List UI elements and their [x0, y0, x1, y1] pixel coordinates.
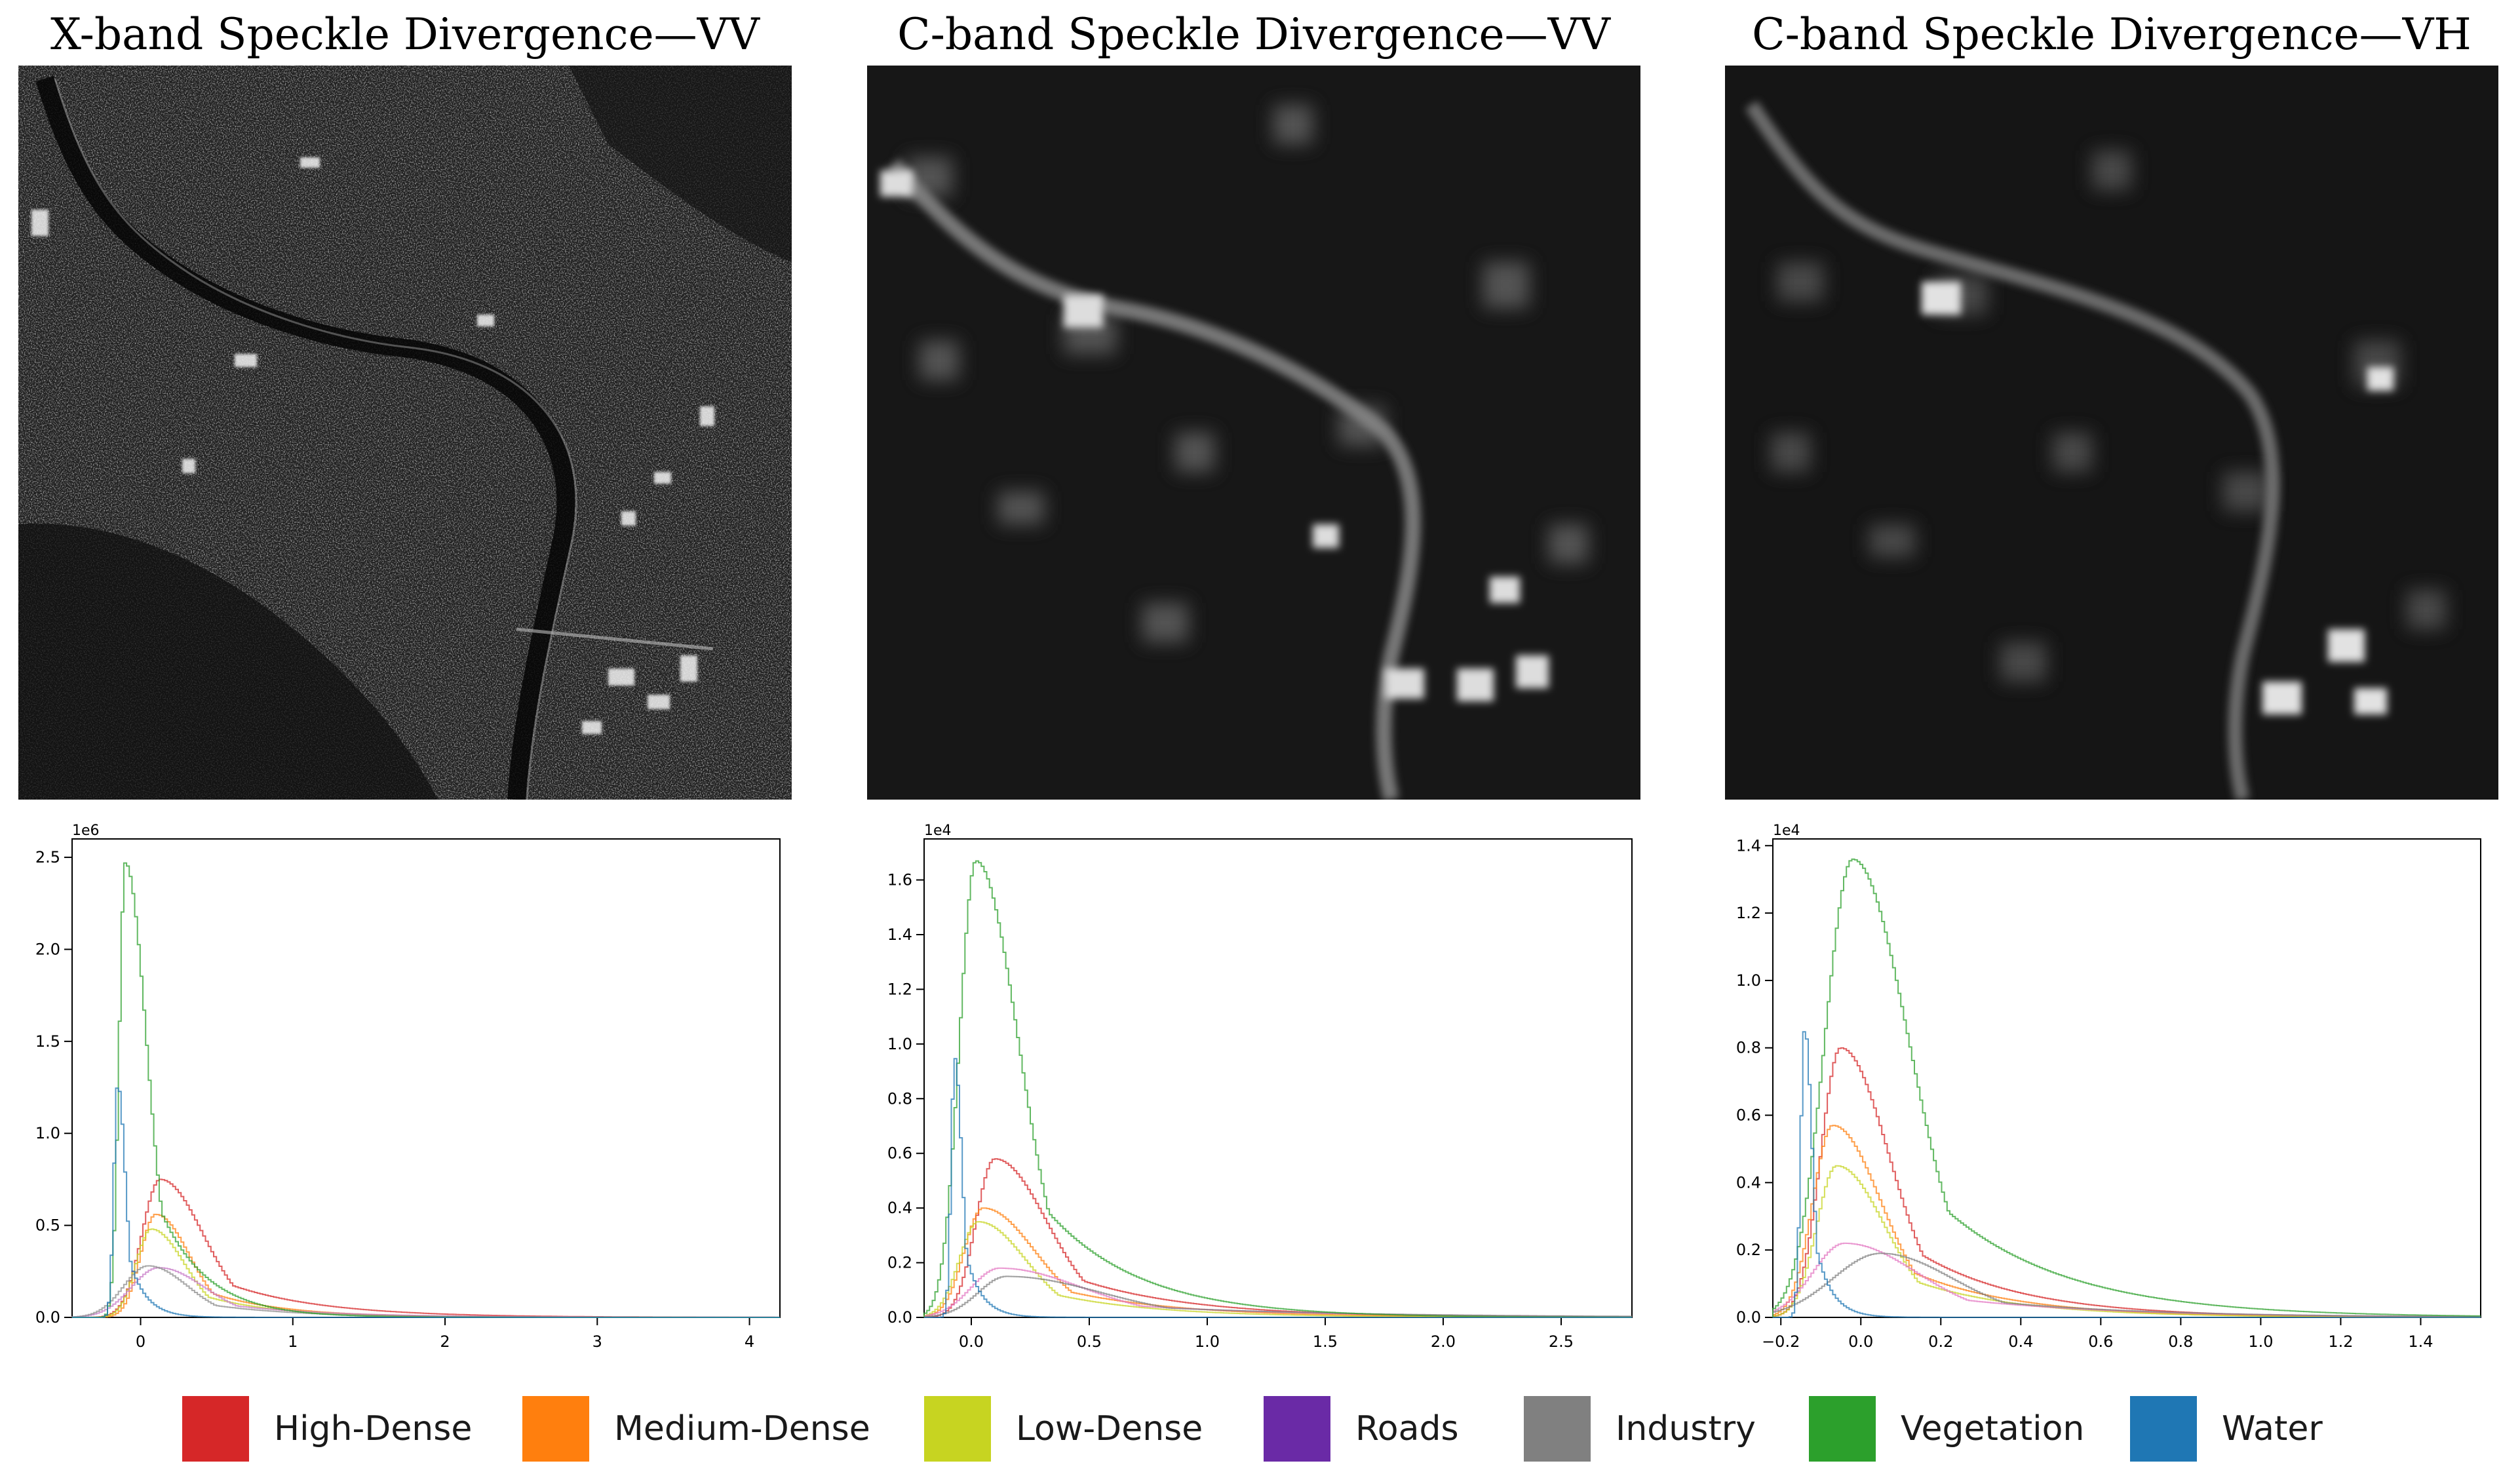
panel-title-xband-vv: X-band Speckle Divergence—VV: [50, 9, 760, 60]
x-tick-label: 1.0: [2248, 1332, 2273, 1351]
x-tick-label: 1: [288, 1332, 298, 1351]
x-tick-label: 3: [592, 1332, 602, 1351]
legend-label-high-dense: High-Dense: [274, 1409, 473, 1448]
legend-swatch-low-dense: [924, 1396, 991, 1462]
y-tick-label: 1.4: [887, 925, 912, 944]
y-tick-label: 1.0: [35, 1124, 60, 1142]
x-tick-label: −0.2: [1762, 1332, 1800, 1351]
x-tick-label: 2.0: [1431, 1332, 1456, 1351]
sar-image-xband-vv: [18, 66, 792, 800]
y-tick-label: 0.2: [887, 1254, 912, 1272]
scale-label: 1e6: [72, 823, 100, 839]
sar-image-cband-vh: [1725, 66, 2498, 800]
series-vegetation: [1772, 858, 2481, 1317]
legend-swatch-vegetation: [1809, 1396, 1876, 1462]
scale-label: 1e4: [1773, 823, 1800, 839]
y-tick-label: 0.0: [887, 1308, 912, 1327]
histogram-xband-vv: 0 1 2 3 4 0.0 0.5 1.0 1.5 2.0 2.5 1e6: [35, 823, 781, 1351]
y-tick-label: 0.2: [1736, 1241, 1761, 1259]
y-tick-label: 0.8: [1736, 1039, 1761, 1057]
legend-swatch-water: [2130, 1396, 2197, 1462]
y-tick-label: 1.6: [887, 871, 912, 889]
x-tick-label: 0.2: [1928, 1332, 1953, 1351]
y-tick-label: 1.2: [887, 980, 912, 998]
y-tick-label: 0.0: [1736, 1308, 1761, 1327]
y-tick-label: 1.2: [1736, 904, 1761, 922]
y-tick-label: 0.5: [35, 1216, 60, 1235]
y-tick-label: 1.0: [887, 1035, 912, 1053]
series-low-dense: [1772, 1165, 2481, 1318]
legend-label-medium-dense: Medium-Dense: [614, 1409, 870, 1448]
series-water: [72, 1087, 780, 1318]
y-tick-label: 0.6: [887, 1144, 912, 1163]
y-tick-label: 1.4: [1736, 836, 1761, 855]
plot-frame: [923, 838, 1633, 1318]
x-tick-label: 0: [136, 1332, 145, 1351]
plot-frame: [71, 838, 781, 1318]
series-water: [1773, 1031, 2481, 1318]
x-tick-label: 2.5: [1549, 1332, 1574, 1351]
histogram-cband-vv: 0.0 0.5 1.0 1.5 2.0 2.5 0.0 0.2 0.4 0.6 0.8 1.0 1.2 1…: [887, 823, 1633, 1351]
legend-swatch-industry: [1524, 1396, 1591, 1462]
series-industry: [1772, 1253, 2481, 1317]
x-tick-label: 0.4: [2008, 1332, 2033, 1351]
y-tick-label: 0.4: [887, 1199, 912, 1217]
legend-label-industry: Industry: [1616, 1409, 1756, 1448]
legend-swatch-medium-dense: [522, 1396, 589, 1462]
histogram-cband-vh: −0.2 0.0 0.2 0.4 0.6 0.8 1.0 1.2 1.40.00.20.40.6…: [1736, 823, 2481, 1351]
x-tick-label: 0.0: [1848, 1332, 1873, 1351]
x-tick-label: 1.0: [1195, 1332, 1220, 1351]
x-tick-label: 1.4: [2408, 1332, 2433, 1351]
x-tick-label: 0.8: [2168, 1332, 2193, 1351]
y-tick-label: 0.8: [887, 1089, 912, 1108]
legend-label-low-dense: Low-Dense: [1016, 1409, 1203, 1448]
y-tick-label: 1.5: [35, 1032, 60, 1051]
legend-swatch-high-dense: [182, 1396, 249, 1462]
x-tick-label: 0.0: [959, 1332, 984, 1351]
x-tick-label: 0.5: [1077, 1332, 1102, 1351]
legend-label-vegetation: Vegetation: [1901, 1409, 2085, 1448]
y-tick-label: 0.4: [1736, 1173, 1761, 1192]
series-industry: [923, 1275, 1632, 1317]
x-tick-label: 1.2: [2328, 1332, 2353, 1351]
x-tick-label: 0.6: [2088, 1332, 2113, 1351]
y-tick-label: 0.0: [35, 1308, 60, 1327]
panel-title-cband-vv: C-band Speckle Divergence—VV: [897, 9, 1610, 60]
legend-swatch-roads: [1264, 1396, 1330, 1462]
sar-image-cband-vv: [867, 66, 1640, 800]
legend-label-roads: Roads: [1355, 1409, 1459, 1448]
y-tick-label: 2.5: [35, 848, 60, 866]
y-tick-label: 0.6: [1736, 1106, 1761, 1125]
y-tick-label: 1.0: [1736, 971, 1761, 990]
legend-label-water: Water: [2222, 1409, 2323, 1448]
y-tick-label: 2.0: [35, 940, 60, 958]
series-vegetation: [923, 860, 1632, 1318]
x-tick-label: 2: [440, 1332, 450, 1351]
panel-title-cband-vh: C-band Speckle Divergence—VH: [1752, 9, 2472, 60]
legend: High-Dense Medium-Dense Low-Dense Roads …: [0, 1389, 2520, 1462]
x-tick-label: 1.5: [1313, 1332, 1338, 1351]
x-tick-label: 4: [745, 1332, 754, 1351]
scale-label: 1e4: [924, 823, 952, 839]
series-water: [924, 1058, 1632, 1318]
